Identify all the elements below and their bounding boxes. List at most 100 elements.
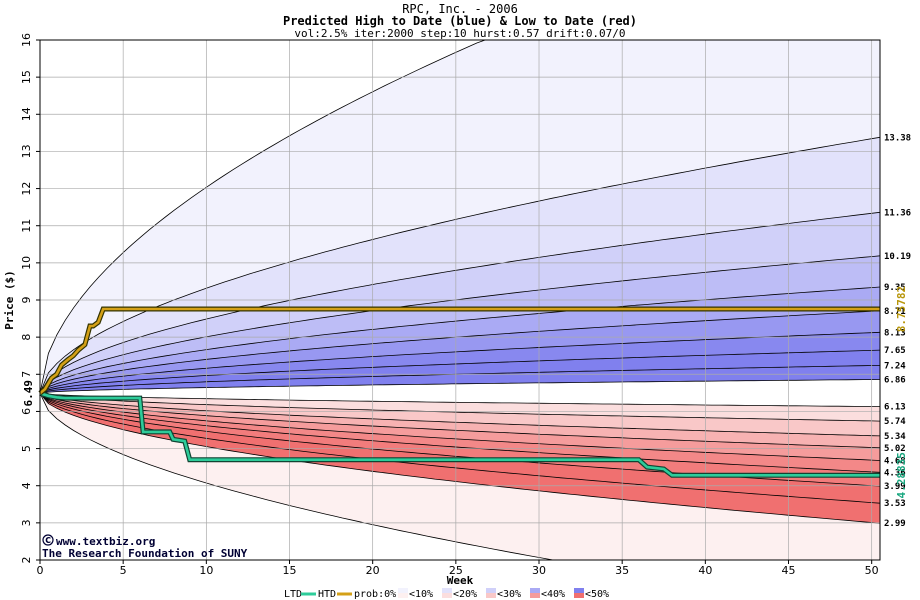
chart-subtitle: Predicted High to Date (blue) & Low to D…	[283, 14, 637, 28]
band-end-label: 3.99	[884, 482, 906, 492]
copyright-icon	[42, 534, 54, 546]
band-boundary-line	[39, 331, 881, 394]
right-band-labels: 13.38 11.36 10.19 9.35 8.71 8.13 7.65 7.24 6.86 6…	[884, 133, 911, 529]
band-end-label: 5.02	[884, 444, 906, 454]
legend-ltd-label: LTD	[284, 589, 302, 600]
band-end-label: 9.35	[884, 283, 906, 293]
band-end-label: 5.34	[884, 432, 906, 442]
x-axis-label: Week	[447, 574, 474, 587]
band-end-label: 6.13	[884, 403, 906, 413]
blue-band	[40, 365, 880, 394]
y-tick-label: 2	[20, 557, 33, 564]
legend-swatch-red	[530, 593, 540, 598]
blue-band	[40, 287, 880, 394]
band-boundary-line	[39, 211, 881, 394]
y-tick-label: 9	[20, 297, 33, 304]
y-tick-label: 7	[20, 371, 33, 378]
series-lines	[38, 306, 880, 478]
legend-item-label: <30%	[497, 589, 521, 600]
blue-band	[40, 40, 880, 394]
band-boundary-line	[39, 286, 881, 394]
legend-swatch-red	[442, 593, 452, 598]
blue-band	[40, 350, 880, 394]
band-boundary-line	[39, 392, 881, 407]
y-tick-label: 12	[20, 182, 33, 196]
legend-swatch-blue	[442, 588, 452, 593]
band-boundary-line	[39, 379, 881, 394]
y-tick-label: 8	[20, 334, 33, 341]
credit-line-2: The Research Foundation of SUNY	[42, 547, 248, 560]
x-tick-label: 30	[532, 564, 546, 577]
htd-line	[39, 307, 880, 395]
band-boundary-line	[39, 392, 881, 422]
y-tick-label: 5	[20, 445, 33, 452]
x-tick-label: 20	[366, 564, 380, 577]
y-ticks: 2 3 4 5 6 7 8 9 10 11 12 13 14 15 16	[20, 33, 40, 564]
band-end-label: 10.19	[884, 252, 911, 262]
legend-swatch-red	[398, 593, 408, 598]
band-end-label: 5.74	[884, 417, 906, 427]
ltd-end-label: 4.28835	[895, 452, 908, 498]
red-band	[40, 393, 880, 487]
blue-band	[40, 255, 880, 394]
x-tick-label: 50	[865, 564, 879, 577]
legend-swatch-blue	[574, 588, 584, 593]
y-axis-label: Price ($)	[3, 270, 16, 330]
y-tick-label: 6	[20, 408, 33, 415]
legend: LTD HTD prob:0% <10% <20% <30% <40% <50%	[284, 588, 609, 600]
band-boundary-line	[39, 136, 881, 394]
band-boundary-line	[39, 349, 881, 394]
legend-prob-label: prob:0%	[354, 589, 396, 600]
band-end-label: 7.24	[884, 361, 906, 371]
x-tick-label: 45	[782, 564, 796, 577]
legend-swatch-blue	[486, 588, 496, 593]
band-end-label: 7.65	[884, 346, 906, 356]
x-tick-label: 15	[283, 564, 297, 577]
legend-swatch-red	[574, 593, 584, 598]
band-boundary-line	[39, 392, 881, 473]
legend-swatch-blue	[398, 588, 408, 593]
blue-band	[40, 137, 880, 394]
band-end-label: 2.99	[884, 519, 906, 529]
y-tick-label: 4	[20, 482, 33, 489]
x-tick-label: 5	[120, 564, 127, 577]
band-boundary-line	[39, 392, 881, 449]
band-end-label: 4.68	[884, 456, 906, 466]
y-tick-label: 11	[20, 219, 33, 233]
blue-band	[40, 332, 880, 394]
ltd-line	[39, 391, 880, 477]
y-tick-label: 16	[20, 33, 33, 47]
red-band	[40, 393, 880, 473]
band-end-label: 6.86	[884, 375, 906, 385]
chart-params: vol:2.5% iter:2000 step:10 hurst:0.57 dr…	[294, 27, 625, 40]
blue-band	[40, 310, 880, 394]
start-price-label: 6.49	[22, 380, 35, 407]
legend-swatch-blue	[530, 588, 540, 593]
red-band	[40, 393, 880, 448]
band-end-label: 13.38	[884, 133, 911, 143]
x-ticks: 0 5 10 15 20 25 30 35 40 45 50	[37, 560, 879, 577]
band-end-label: 3.53	[884, 499, 906, 509]
band-end-label: 11.36	[884, 208, 911, 218]
x-tick-label: 40	[698, 564, 712, 577]
legend-item-label: <50%	[585, 589, 609, 600]
credit: c www.textbiz.org The Research Foundatio…	[42, 533, 248, 560]
legend-item-label: <20%	[453, 589, 477, 600]
y-tick-label: 3	[20, 519, 33, 526]
legend-swatch-red	[486, 593, 496, 598]
band-boundary-line	[39, 392, 881, 437]
y-tick-label: 13	[20, 144, 33, 158]
red-band	[40, 393, 880, 461]
band-end-label: 8.13	[884, 328, 906, 338]
band-boundary-line	[39, 392, 881, 504]
legend-item-label: <10%	[409, 589, 433, 600]
y-tick-label: 14	[20, 107, 33, 121]
red-band	[40, 393, 880, 422]
htd-end-label: 8.75782	[895, 286, 908, 332]
legend-htd-label: HTD	[318, 589, 336, 600]
band-end-label: 4.36	[884, 468, 906, 478]
x-tick-label: 35	[615, 564, 629, 577]
blue-band	[40, 212, 880, 394]
y-tick-label: 15	[20, 70, 33, 84]
band-boundary-line	[39, 392, 881, 461]
